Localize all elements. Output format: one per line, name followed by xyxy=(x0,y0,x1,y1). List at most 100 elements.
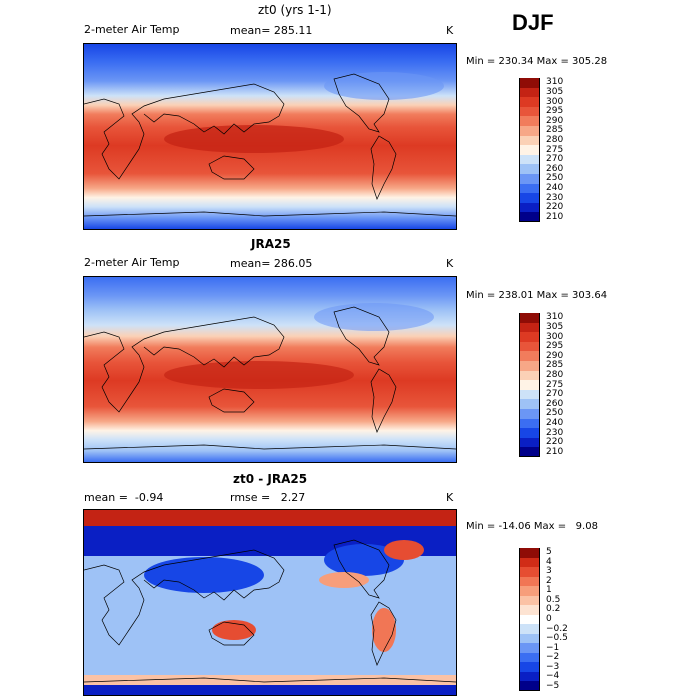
panel-2-stats: Min = 238.01 Max = 303.64 xyxy=(466,290,608,301)
panel-2-mean-label: mean= 286.05 xyxy=(230,257,313,270)
colorbar-label: 275 xyxy=(546,144,564,155)
colorbar-swatch xyxy=(519,145,540,156)
colorbar-swatch xyxy=(519,106,540,117)
colorbar-swatch xyxy=(519,437,540,448)
colorbar-swatch xyxy=(519,671,540,682)
panel-3-canada-warm xyxy=(384,540,424,560)
colorbar-label: −2 xyxy=(546,652,560,663)
colorbar-swatch xyxy=(519,341,540,352)
colorbar-swatch xyxy=(519,183,540,194)
colorbar-label: 3 xyxy=(546,566,552,577)
colorbar-label: 275 xyxy=(546,379,564,390)
panel-1-variable-label: 2-meter Air Temp xyxy=(84,23,180,36)
colorbar-swatch xyxy=(519,662,540,673)
panel-2-title: JRA25 xyxy=(251,237,291,251)
colorbar-swatch xyxy=(519,418,540,429)
colorbar-swatch xyxy=(519,332,540,343)
colorbar-label: 305 xyxy=(546,321,564,332)
colorbar-swatch xyxy=(519,116,540,127)
colorbar-label: 2 xyxy=(546,575,552,586)
colorbar-label: 280 xyxy=(546,369,564,380)
colorbar-swatch xyxy=(519,605,540,616)
panel-2-coastlines xyxy=(84,306,456,450)
colorbar-label: 0.2 xyxy=(546,604,561,615)
colorbar-label: 210 xyxy=(546,211,564,222)
colorbar-label: −5 xyxy=(546,680,560,691)
colorbar-label: 250 xyxy=(546,408,564,419)
colorbar-swatch xyxy=(519,380,540,391)
panel-3-arctic-warm xyxy=(84,510,456,526)
colorbar-label: 270 xyxy=(546,389,564,400)
panel-1-map xyxy=(83,43,457,230)
colorbar-label: 240 xyxy=(546,182,564,193)
panel-3-mean-label: mean = -0.94 xyxy=(84,491,164,504)
colorbar-label: −3 xyxy=(546,661,560,672)
colorbar-swatch xyxy=(519,548,540,559)
colorbar-swatch xyxy=(519,322,540,333)
colorbar-swatch xyxy=(519,154,540,165)
colorbar-swatch xyxy=(519,614,540,625)
colorbar-swatch xyxy=(519,576,540,587)
colorbar-swatch xyxy=(519,361,540,372)
colorbar-label: −0.2 xyxy=(546,623,568,634)
panel-1-mean-label: mean= 285.11 xyxy=(230,24,313,37)
colorbar-label: 0 xyxy=(546,614,552,624)
colorbar-label: 220 xyxy=(546,437,564,448)
season-label: DJF xyxy=(512,10,554,35)
colorbar-swatch xyxy=(519,202,540,213)
colorbar-swatch xyxy=(519,428,540,439)
colorbar-swatch xyxy=(519,652,540,663)
colorbar-label: −1 xyxy=(546,642,560,653)
colorbar-label: 270 xyxy=(546,154,564,165)
colorbar-label: 295 xyxy=(546,341,564,352)
colorbar-swatch xyxy=(519,586,540,597)
panel-3-so-warm xyxy=(84,675,456,685)
colorbar-label: 230 xyxy=(546,427,564,438)
colorbar-swatch xyxy=(519,87,540,98)
panel-1-units: K xyxy=(446,24,454,37)
colorbar-label: 0.5 xyxy=(546,594,561,605)
colorbar-swatch xyxy=(519,164,540,175)
colorbar-label: 310 xyxy=(546,312,564,323)
colorbar-swatch xyxy=(519,351,540,362)
colorbar-label: 210 xyxy=(546,446,564,457)
colorbar-swatch xyxy=(519,389,540,400)
panel-3-antarctic-cold xyxy=(84,685,456,695)
colorbar-label: 5 xyxy=(546,547,552,558)
colorbar-label: 230 xyxy=(546,192,564,203)
colorbar-label: 290 xyxy=(546,115,564,126)
colorbar-label: 260 xyxy=(546,163,564,174)
panel-3-rmse-label: rmse = 2.27 xyxy=(230,491,306,504)
colorbar-swatch xyxy=(519,97,540,108)
panel-3-coastlines xyxy=(84,539,456,683)
panel-2-map-svg xyxy=(84,277,456,462)
colorbar-swatch xyxy=(519,78,540,89)
colorbar-swatch xyxy=(519,174,540,185)
colorbar-swatch xyxy=(519,447,540,458)
panel-2-colorbar: 310 305 300 295 290 285 280 275 270 260 250 240 230 2… xyxy=(519,312,639,458)
colorbar-label: −0.5 xyxy=(546,633,568,644)
colorbar-swatch xyxy=(519,126,540,137)
panel-3-stats: Min = -14.06 Max = 9.08 xyxy=(466,521,598,532)
colorbar-swatch xyxy=(519,557,540,568)
panel-1-coastlines xyxy=(84,73,456,217)
colorbar-label: 220 xyxy=(546,202,564,213)
colorbar-swatch xyxy=(519,135,540,146)
panel-3-map xyxy=(83,509,457,696)
panel-3-map-svg xyxy=(84,510,456,695)
colorbar-swatch xyxy=(519,595,540,606)
panel-3-title: zt0 - JRA25 xyxy=(233,472,308,486)
colorbar-label: 295 xyxy=(546,106,564,117)
panel-2-variable-label: 2-meter Air Temp xyxy=(84,256,180,269)
panel-3-australia-warm xyxy=(212,620,256,640)
colorbar-label: 290 xyxy=(546,350,564,361)
panel-3-samerica-warm xyxy=(372,608,396,652)
panel-2-warm-pool xyxy=(164,361,354,389)
colorbar-swatch xyxy=(519,624,540,635)
colorbar-label: 260 xyxy=(546,398,564,409)
panel-1-warm-pool xyxy=(164,125,344,153)
colorbar-label: 1 xyxy=(546,585,552,596)
colorbar-label: 240 xyxy=(546,417,564,428)
colorbar-swatch xyxy=(519,212,540,223)
colorbar-swatch xyxy=(519,643,540,654)
